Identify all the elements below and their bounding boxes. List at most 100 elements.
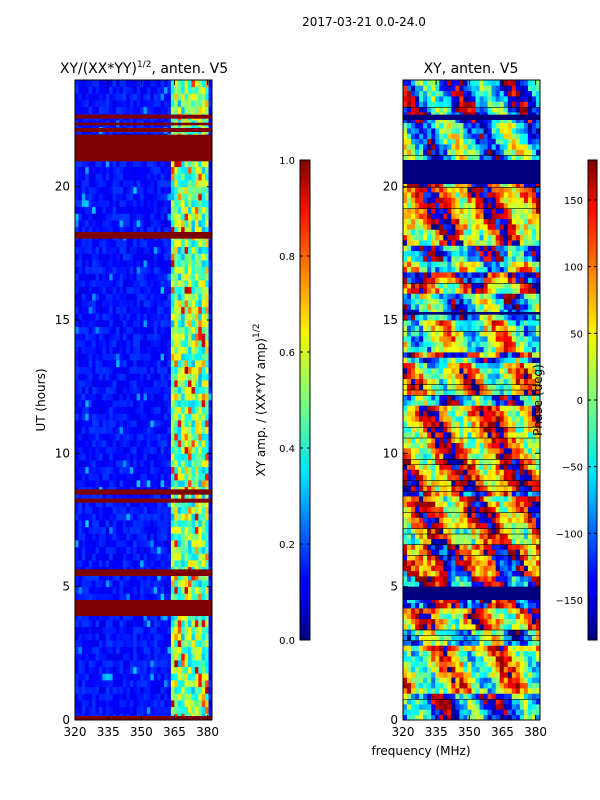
amplitude-cell bbox=[85, 320, 90, 328]
amplitude-cell bbox=[95, 500, 100, 508]
amplitude-cell bbox=[177, 286, 182, 294]
amplitude-cell bbox=[191, 326, 196, 334]
amplitude-cell bbox=[81, 273, 86, 281]
amplitude-cell bbox=[164, 213, 168, 221]
amplitude-cell bbox=[201, 206, 206, 214]
phase-cell bbox=[503, 714, 509, 720]
amplitude-cell bbox=[81, 680, 86, 688]
amplitude-cell bbox=[167, 693, 172, 701]
amplitude-cell bbox=[129, 426, 134, 434]
amplitude-cell bbox=[170, 313, 175, 321]
amplitude-cell bbox=[194, 220, 199, 228]
phase-cell bbox=[515, 704, 521, 710]
phase-cell bbox=[515, 576, 521, 582]
amplitude-cell bbox=[170, 613, 175, 621]
amplitude-cell bbox=[167, 273, 172, 281]
amplitude-cell bbox=[194, 320, 199, 328]
amplitude-cell bbox=[129, 613, 134, 621]
amplitude-cell bbox=[194, 506, 199, 514]
amplitude-cell bbox=[92, 186, 96, 194]
phase-cell bbox=[471, 629, 476, 636]
amplitude-cell bbox=[98, 493, 103, 501]
amplitude-cell bbox=[146, 673, 151, 681]
amplitude-cell bbox=[109, 613, 114, 621]
amplitude-cell bbox=[181, 93, 185, 101]
amplitude-cell bbox=[177, 366, 182, 374]
amplitude-cell bbox=[88, 293, 93, 301]
amplitude-cell bbox=[174, 366, 179, 374]
phase-cell bbox=[415, 682, 420, 689]
amplitude-cell bbox=[157, 293, 162, 301]
amplitude-cell bbox=[98, 620, 103, 628]
amplitude-cell bbox=[205, 240, 209, 248]
amplitude-cell bbox=[140, 180, 144, 188]
amplitude-cell bbox=[105, 253, 110, 261]
phase-cell bbox=[523, 608, 529, 614]
amplitude-cell bbox=[119, 653, 124, 661]
amplitude-cell bbox=[85, 400, 90, 408]
phase-cell bbox=[439, 704, 444, 710]
phase-cell bbox=[443, 581, 448, 588]
amplitude-cell bbox=[174, 466, 179, 474]
phase-cell bbox=[499, 608, 505, 614]
amplitude-cell bbox=[102, 613, 107, 621]
phase-cell bbox=[479, 709, 484, 716]
phase-cell bbox=[479, 650, 484, 657]
amplitude-cell bbox=[164, 580, 168, 588]
amplitude-cell bbox=[136, 646, 141, 654]
amplitude-cell bbox=[112, 306, 117, 314]
amplitude-cell bbox=[78, 540, 83, 548]
amplitude-cell bbox=[129, 706, 134, 714]
amplitude-cell bbox=[167, 540, 172, 548]
amplitude-cell bbox=[205, 86, 209, 94]
amplitude-cell bbox=[150, 406, 155, 414]
amplitude-cell bbox=[136, 673, 141, 681]
phase-cell bbox=[515, 677, 521, 684]
amplitude-cell bbox=[160, 326, 165, 334]
phase-cell bbox=[447, 666, 452, 673]
amplitude-cell bbox=[126, 260, 131, 268]
amplitude-cell bbox=[157, 553, 162, 561]
amplitude-cell bbox=[119, 493, 124, 501]
amplitude-ratio-frame bbox=[74, 79, 213, 721]
phase-cell bbox=[487, 650, 493, 657]
amplitude-cell bbox=[75, 180, 79, 188]
phase-cell bbox=[507, 576, 513, 582]
amplitude-cell bbox=[194, 520, 199, 528]
amplitude-cell bbox=[157, 346, 162, 354]
amplitude-cell bbox=[164, 226, 168, 234]
amplitude-cell bbox=[136, 553, 141, 561]
amplitude-cell bbox=[160, 293, 165, 301]
amplitude-cell bbox=[194, 186, 199, 194]
amplitude-cell bbox=[140, 100, 144, 108]
phase-cell bbox=[443, 560, 448, 566]
amplitude-cell bbox=[81, 500, 86, 508]
amplitude-cell bbox=[157, 100, 162, 108]
amplitude-cell bbox=[75, 260, 79, 268]
amplitude-cell bbox=[105, 200, 110, 208]
phase-cell bbox=[475, 554, 480, 561]
amplitude-cell bbox=[88, 346, 93, 354]
amplitude-cell bbox=[119, 393, 124, 401]
amplitude-cell bbox=[98, 100, 103, 108]
amplitude-cell bbox=[164, 246, 168, 254]
amplitude-cell bbox=[122, 180, 127, 188]
phase-cell bbox=[431, 634, 436, 641]
phase-cell bbox=[447, 672, 452, 678]
amplitude-cell bbox=[78, 366, 83, 374]
amplitude-cell bbox=[208, 286, 212, 294]
amplitude-cell bbox=[122, 340, 127, 348]
amplitude-cell bbox=[160, 320, 165, 328]
phase-cell bbox=[491, 688, 497, 694]
amplitude-cell bbox=[174, 453, 179, 461]
amplitude-cell bbox=[95, 93, 100, 101]
amplitude-cell bbox=[116, 400, 120, 408]
amplitude-cell bbox=[122, 93, 127, 101]
amplitude-cell bbox=[122, 533, 127, 541]
amplitude-cell bbox=[105, 673, 110, 681]
amplitude-cell bbox=[109, 373, 114, 381]
amplitude-cell bbox=[95, 533, 100, 541]
amplitude-cell bbox=[98, 173, 103, 181]
phase-cell bbox=[431, 666, 436, 673]
amplitude-cell bbox=[126, 473, 131, 481]
